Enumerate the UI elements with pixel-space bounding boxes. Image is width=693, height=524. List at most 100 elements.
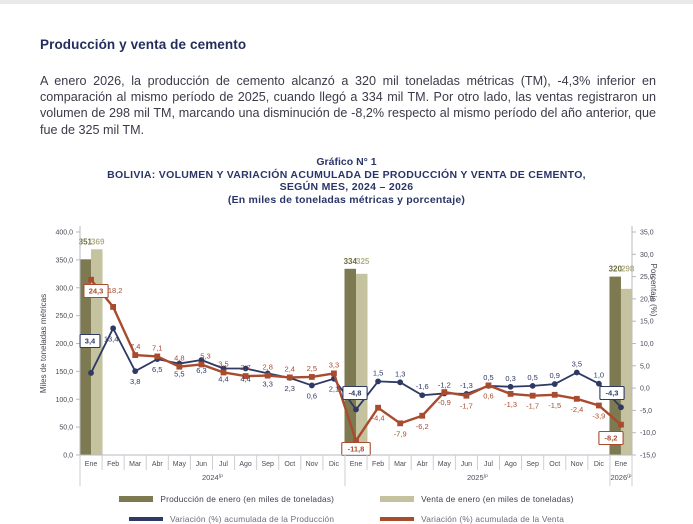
intro-paragraph: A enero 2026, la producción de cemento a… — [40, 73, 656, 137]
data-label: 3,5 — [218, 359, 228, 368]
chart-number-title: Gráfico N° 1 — [316, 156, 377, 168]
venta-bar-value: 369 — [91, 237, 105, 246]
data-label: 0,3 — [505, 374, 515, 383]
data-label: 6,5 — [152, 365, 162, 374]
produccion-point — [507, 383, 514, 390]
data-label: -4,4 — [372, 414, 385, 423]
month-label: Feb — [107, 461, 119, 468]
data-label: 0,6 — [483, 391, 493, 400]
produccion-point — [308, 382, 315, 389]
right-axis-tick-label: -15,0 — [640, 453, 656, 460]
legend-label: Variación (%) acumulada de la Producción — [169, 514, 335, 524]
data-label: 0,6 — [307, 391, 317, 400]
chart-subtitle-period: SEGÚN MES, 2024 – 2026 — [279, 181, 414, 193]
boxed-data-label — [599, 385, 625, 401]
data-label: -7,9 — [394, 429, 407, 438]
boxed-data-label-text: -4,3 — [606, 389, 619, 398]
left-axis-tick-label: 100,0 — [55, 397, 73, 404]
boxed-data-label-text: -11,8 — [348, 445, 365, 454]
venta-point — [198, 361, 205, 368]
legend-label: Producción de enero (en miles de tonelad… — [160, 494, 335, 504]
data-label: -2,4 — [570, 405, 583, 414]
venta-point — [551, 391, 558, 398]
venta-point — [308, 374, 315, 380]
month-label: Sep — [526, 461, 539, 468]
left-axis-tick-label: 50,0 — [59, 425, 73, 432]
data-label: 5,5 — [174, 370, 184, 379]
venta-point — [154, 353, 161, 360]
produccion-bar — [609, 276, 621, 455]
right-axis-tick-label: 35,0 — [640, 230, 654, 237]
chart-title-country: BOLIVIA: — [107, 169, 156, 181]
produccion-point — [88, 370, 94, 376]
produccion-bar — [344, 268, 356, 455]
data-label: 0,5 — [483, 373, 493, 382]
venta-point — [485, 382, 492, 389]
right-axis-tick-label: 25,0 — [640, 274, 654, 281]
data-label: 2,3 — [285, 384, 295, 393]
left-axis-tick-label: 250,0 — [55, 313, 73, 320]
right-axis-tick-label: -10,0 — [640, 430, 656, 437]
data-label: -1,7 — [460, 402, 473, 411]
venta-point — [353, 437, 359, 444]
data-label: 3,5 — [572, 359, 582, 368]
left-axis-tick-label: 150,0 — [55, 369, 73, 376]
month-label: Oct — [284, 461, 295, 468]
legend-label: Venta de enero (en miles de toneladas) — [421, 494, 574, 504]
venta-bar — [356, 273, 368, 455]
right-axis-tick-label: -5,0 — [640, 408, 652, 415]
month-label: Ago — [504, 461, 517, 468]
month-label: May — [173, 461, 187, 468]
page-title: Producción y venta de cemento — [40, 37, 247, 52]
left-axis-title: Miles de toneladas métricas — [39, 294, 48, 393]
year-label: 2026(p — [610, 473, 631, 482]
produccion-point — [551, 381, 558, 387]
bars-group: 351 369 334 325 320 298 — [79, 237, 635, 455]
data-label: -1,6 — [416, 382, 429, 391]
left-axis-tick-label: 350,0 — [55, 257, 73, 264]
produccion-point — [397, 379, 404, 386]
boxed-data-label-text: -4,8 — [349, 389, 362, 398]
right-axis-tick-label: 15,0 — [640, 319, 654, 326]
right-axis-tick-label: 10,0 — [640, 341, 654, 348]
produccion-bar-value: 334 — [344, 257, 358, 266]
month-label: May — [438, 461, 452, 468]
month-label: Jun — [196, 461, 207, 468]
right-axis-title: Porcentaje (%) — [649, 264, 658, 317]
data-label: 3,3 — [262, 379, 272, 388]
month-label: Jun — [461, 461, 472, 468]
month-label: Ene — [350, 461, 363, 468]
legend-item-venta-line: Variación (%) acumulada de la Venta — [380, 514, 564, 524]
boxed-data-label-text: 24,3 — [89, 287, 104, 296]
legend-label: Variación (%) acumulada de la Venta — [421, 514, 565, 524]
venta-point — [286, 374, 293, 381]
data-label: -6,2 — [416, 422, 429, 431]
produccion-bar-value: 320 — [609, 265, 623, 274]
venta-bar-value: 298 — [621, 265, 635, 274]
chart-main-title: BOLIVIA: VOLUMEN Y VARIACIÓN ACUMULADA D… — [0, 169, 693, 181]
produccion-bar-swatch-icon — [119, 496, 154, 502]
produccion-point — [375, 378, 381, 385]
data-label: 3,3 — [329, 360, 339, 369]
legend-item-venta-bar: Venta de enero (en miles de toneladas) — [380, 494, 573, 504]
data-label: 5,3 — [200, 351, 210, 360]
venta-point — [264, 372, 271, 379]
produccion-point — [242, 365, 249, 372]
data-label: -1,3 — [460, 381, 473, 390]
produccion-point — [353, 406, 359, 413]
month-label: Ene — [85, 461, 98, 468]
data-label: 1,3 — [395, 369, 405, 378]
month-label: Sep — [261, 461, 274, 468]
produccion-point — [110, 325, 117, 332]
produccion-bar-value: 351 — [79, 237, 93, 246]
boxed-data-label — [598, 430, 624, 446]
left-axis-tick-label: 400,0 — [55, 230, 73, 237]
data-label: 4,8 — [174, 354, 184, 363]
venta-point — [573, 395, 580, 402]
right-axis-tick-label: 30,0 — [640, 252, 654, 259]
boxed-data-label — [83, 283, 109, 299]
venta-bar-swatch-icon — [380, 496, 415, 502]
venta-point — [132, 352, 139, 358]
produccion-point — [573, 369, 580, 376]
data-label: -1,5 — [548, 401, 561, 410]
